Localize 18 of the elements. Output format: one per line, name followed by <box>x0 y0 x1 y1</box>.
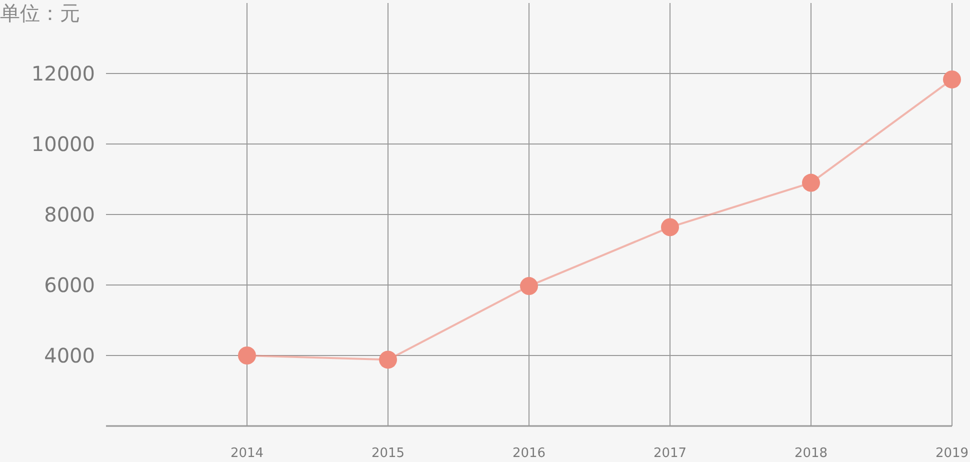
x-tick-label: 2016 <box>512 446 546 461</box>
y-tick-label: 8000 <box>44 202 95 226</box>
x-tick-label: 2014 <box>230 446 264 461</box>
x-tick-label: 2017 <box>653 446 687 461</box>
point <box>661 218 679 236</box>
y-tick-label: 10000 <box>31 132 95 156</box>
point <box>520 277 538 296</box>
x-tick-label: 2018 <box>794 446 828 461</box>
point <box>379 350 397 369</box>
x-tick-label: 2015 <box>371 446 405 461</box>
y-tick-label: 6000 <box>44 273 95 297</box>
y-axis-title: 单位：元 <box>0 3 80 25</box>
x-tick-label: 2019 <box>935 446 969 461</box>
point <box>802 174 820 192</box>
point <box>943 70 961 88</box>
point <box>238 346 256 364</box>
y-tick-label: 12000 <box>31 62 95 86</box>
y-tick-label: 4000 <box>44 344 95 368</box>
